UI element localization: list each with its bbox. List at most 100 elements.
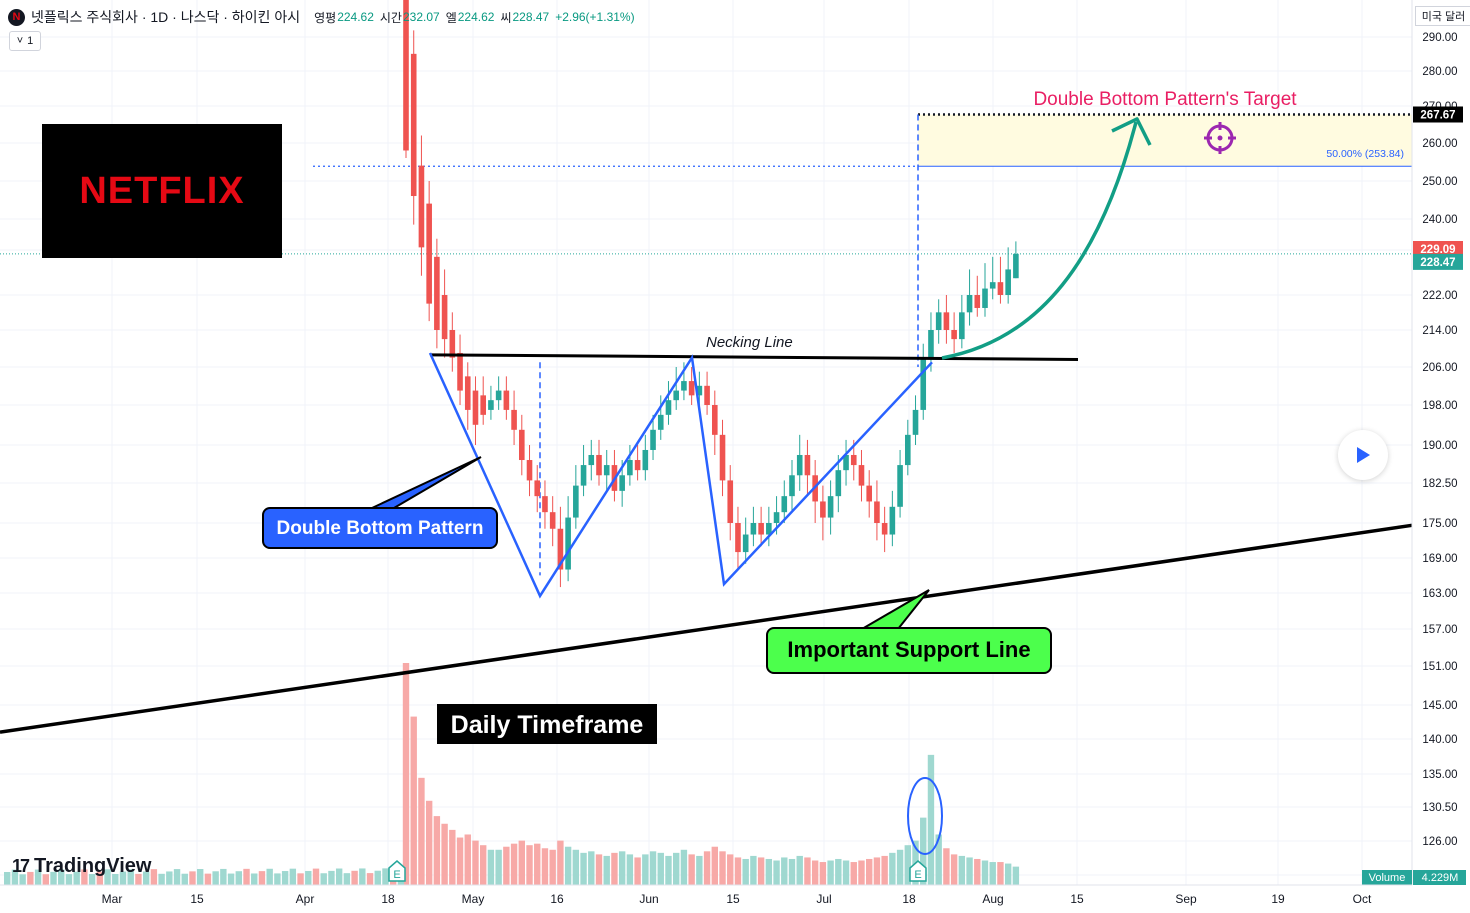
candle-body <box>773 512 780 523</box>
volume-bar <box>935 834 942 885</box>
candle-body <box>827 496 834 518</box>
volume-bar <box>382 868 389 885</box>
volume-bar <box>503 846 510 885</box>
candle-body <box>673 390 679 401</box>
volume-bar <box>335 868 343 885</box>
price-badge-label: 228.47 <box>1420 257 1455 269</box>
time-tick-label: 15 <box>1070 892 1084 906</box>
candle-body <box>457 352 463 391</box>
volume-bar <box>50 871 57 885</box>
volume-bar <box>727 854 734 885</box>
candle-body <box>1005 269 1011 295</box>
volume-bar <box>541 848 549 885</box>
volume-bar <box>842 860 850 885</box>
price-tick-label: 169.00 <box>1422 553 1457 565</box>
candle-body <box>951 330 957 340</box>
volume-bar <box>312 868 320 885</box>
candle-body <box>549 512 556 529</box>
high-label: 시간 <box>379 10 402 25</box>
volume-bar <box>773 860 780 885</box>
volume-bar <box>343 873 351 885</box>
volume-bar <box>258 871 266 885</box>
volume-bar <box>719 851 726 885</box>
candle-body <box>441 295 448 340</box>
double-bottom-pattern-line <box>428 352 933 599</box>
volume-bar <box>19 874 26 885</box>
volume-bar <box>835 858 842 885</box>
interval-dropdown[interactable]: ˅ 1 <box>9 31 41 51</box>
time-tick-label: Jul <box>816 892 831 906</box>
volume-bars <box>4 663 1020 885</box>
price-tick-label: 206.00 <box>1422 362 1457 374</box>
volume-bar <box>464 834 471 885</box>
candle-body <box>897 465 903 507</box>
chevron-down-icon: ˅ <box>16 35 24 47</box>
volume-bar <box>449 829 456 885</box>
time-tick-label: 15 <box>190 892 204 906</box>
volume-bar <box>88 874 96 885</box>
time-tick-label: Sep <box>1175 892 1197 906</box>
replay-play-button[interactable] <box>1338 430 1388 480</box>
volume-bar <box>235 871 242 885</box>
open-value: 224.62 <box>337 10 374 24</box>
volume-bar <box>441 823 448 885</box>
volume-label-badge <box>1362 870 1412 885</box>
tradingview-logo[interactable]: 17 TradingView <box>12 855 151 878</box>
target-arrow-head <box>1111 117 1152 146</box>
volume-bar <box>456 837 464 885</box>
candle-body <box>472 390 479 425</box>
volume-bar <box>425 800 433 885</box>
support-label: Important Support Line <box>787 637 1030 662</box>
price-badge <box>1413 241 1463 257</box>
open-label: 영평 <box>314 10 337 25</box>
volume-bar <box>104 869 111 885</box>
volume-bar <box>81 869 88 885</box>
candle-body <box>835 470 842 497</box>
candle-body <box>573 485 579 518</box>
price-tick-label: 240.00 <box>1422 214 1457 226</box>
volume-bar <box>1004 863 1012 885</box>
volume-bar <box>788 858 796 885</box>
candle-body <box>912 409 919 435</box>
volume-bar <box>564 846 572 885</box>
symbol-title[interactable]: 넷플릭스 주식회사 · 1D · 나스닥 · 하이킨 아시 <box>31 9 301 25</box>
volume-bar <box>580 852 587 885</box>
candle-body <box>874 501 880 523</box>
volume-bar <box>680 849 688 885</box>
volume-bar <box>433 816 441 885</box>
currency-selector[interactable]: 미국 달러 <box>1415 6 1470 26</box>
price-tick-label: 126.00 <box>1422 836 1457 848</box>
candle-body <box>511 409 517 430</box>
volume-bar <box>673 852 680 885</box>
volume-bar <box>711 846 718 885</box>
necking-line-label: Necking Line <box>706 334 793 351</box>
volume-bar <box>374 870 381 885</box>
volume-bar <box>351 870 358 885</box>
candle-body <box>565 517 571 570</box>
volume-label: Volume <box>1369 872 1406 884</box>
volume-bar <box>595 854 603 885</box>
time-tick-label: Mar <box>102 892 123 906</box>
candle-body <box>982 288 988 308</box>
volume-bar <box>27 871 34 885</box>
candle-body <box>889 506 896 535</box>
volume-bar <box>418 777 425 885</box>
fib-label: 50.00% (253.84) <box>1326 148 1404 160</box>
candle-body <box>627 460 633 476</box>
high-value: 232.07 <box>402 10 440 24</box>
volume-bar <box>703 851 711 885</box>
volume-bar <box>750 855 757 885</box>
candle-body <box>719 434 726 481</box>
volume-bar <box>366 873 374 885</box>
candle-body <box>480 395 486 415</box>
time-axis: Mar 15 Apr 18 May 16 Jun 15 Jul 18 Aug 15 Sep 19 Oct <box>0 884 1412 906</box>
volume-bar <box>289 868 297 885</box>
candle-body <box>495 390 502 401</box>
volume-bar <box>966 857 973 885</box>
netflix-logo-box <box>42 124 282 258</box>
volume-bar <box>943 848 950 885</box>
price-badge <box>1413 253 1463 270</box>
candle-body <box>943 312 950 330</box>
volume-bar <box>866 858 873 885</box>
